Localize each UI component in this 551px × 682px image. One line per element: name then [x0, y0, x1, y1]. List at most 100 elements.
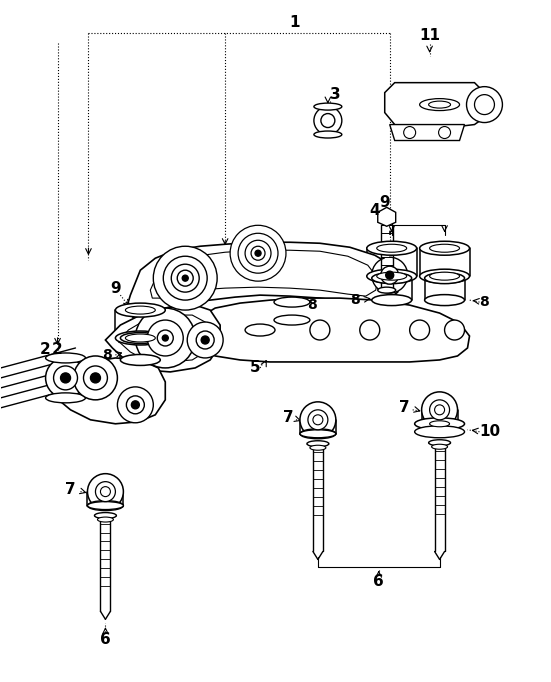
Text: 7: 7 [399, 400, 410, 415]
Circle shape [314, 106, 342, 134]
Circle shape [445, 320, 464, 340]
Circle shape [46, 358, 85, 398]
Circle shape [230, 225, 286, 281]
Text: 6: 6 [374, 574, 384, 589]
Ellipse shape [126, 306, 155, 314]
Ellipse shape [420, 269, 469, 283]
Ellipse shape [94, 513, 116, 518]
Text: 8: 8 [350, 293, 360, 307]
Circle shape [321, 114, 335, 128]
Circle shape [300, 402, 336, 438]
Circle shape [187, 322, 223, 358]
Text: 8: 8 [102, 348, 112, 362]
Circle shape [163, 256, 207, 300]
Circle shape [90, 373, 100, 383]
Ellipse shape [46, 353, 85, 363]
Ellipse shape [300, 430, 336, 438]
Ellipse shape [274, 315, 310, 325]
Ellipse shape [415, 426, 464, 438]
Ellipse shape [120, 333, 160, 344]
Ellipse shape [430, 421, 450, 427]
Ellipse shape [430, 244, 460, 252]
Circle shape [153, 246, 217, 310]
Text: 2: 2 [40, 342, 51, 357]
Ellipse shape [115, 331, 165, 345]
Ellipse shape [430, 272, 460, 280]
Polygon shape [127, 242, 399, 320]
Text: 7: 7 [283, 411, 293, 426]
Circle shape [381, 266, 399, 284]
Ellipse shape [372, 295, 412, 306]
Circle shape [245, 240, 271, 266]
Circle shape [196, 331, 214, 349]
Circle shape [100, 487, 110, 496]
Polygon shape [118, 315, 210, 362]
Ellipse shape [245, 324, 275, 336]
Ellipse shape [307, 441, 329, 447]
Circle shape [360, 320, 380, 340]
Ellipse shape [367, 241, 417, 255]
Ellipse shape [415, 418, 464, 430]
Ellipse shape [377, 244, 407, 252]
Ellipse shape [274, 297, 310, 307]
Ellipse shape [422, 419, 457, 429]
Text: 10: 10 [479, 424, 500, 439]
Text: 9: 9 [380, 195, 390, 210]
Circle shape [171, 264, 199, 292]
Circle shape [157, 330, 173, 346]
Circle shape [474, 95, 494, 115]
Circle shape [88, 474, 123, 509]
Ellipse shape [372, 273, 412, 284]
Circle shape [61, 373, 71, 383]
Circle shape [251, 246, 265, 261]
Ellipse shape [88, 501, 123, 511]
Text: 7: 7 [65, 482, 76, 497]
Ellipse shape [425, 273, 464, 284]
Ellipse shape [88, 501, 123, 509]
Ellipse shape [425, 295, 464, 306]
Polygon shape [105, 305, 220, 372]
Circle shape [308, 410, 328, 430]
Text: 8: 8 [479, 295, 489, 309]
Circle shape [53, 366, 78, 390]
Circle shape [404, 127, 415, 138]
Ellipse shape [115, 303, 165, 317]
Circle shape [310, 320, 330, 340]
Polygon shape [390, 125, 464, 140]
Circle shape [84, 366, 107, 390]
Ellipse shape [300, 429, 336, 439]
Circle shape [255, 250, 261, 256]
Ellipse shape [378, 287, 396, 293]
Circle shape [435, 405, 445, 415]
Circle shape [372, 257, 408, 293]
Circle shape [147, 320, 183, 356]
Polygon shape [385, 83, 484, 132]
Ellipse shape [420, 99, 460, 110]
Circle shape [131, 401, 139, 409]
Ellipse shape [46, 393, 85, 403]
Circle shape [201, 336, 209, 344]
Ellipse shape [310, 445, 326, 450]
Ellipse shape [314, 103, 342, 110]
Text: 5: 5 [250, 360, 261, 375]
Circle shape [439, 127, 451, 138]
Text: 3: 3 [329, 87, 340, 102]
Circle shape [182, 275, 188, 281]
Ellipse shape [431, 444, 447, 449]
Circle shape [409, 320, 430, 340]
Text: 1: 1 [290, 15, 300, 30]
Polygon shape [56, 358, 165, 424]
Circle shape [163, 335, 168, 341]
Circle shape [117, 387, 153, 423]
Circle shape [313, 415, 323, 425]
Text: 2: 2 [52, 342, 63, 357]
Circle shape [386, 271, 394, 279]
Polygon shape [150, 250, 378, 298]
Circle shape [177, 270, 193, 286]
Text: 6: 6 [100, 632, 111, 647]
Ellipse shape [314, 131, 342, 138]
Circle shape [136, 308, 195, 368]
Circle shape [430, 400, 450, 420]
Text: 8: 8 [307, 298, 317, 312]
Polygon shape [195, 298, 469, 362]
